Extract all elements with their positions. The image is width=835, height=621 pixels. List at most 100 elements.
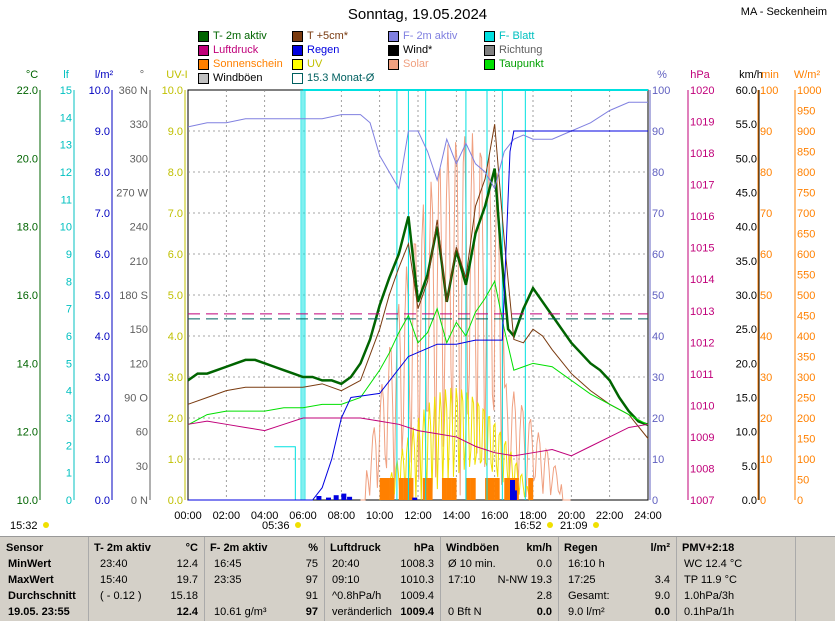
- axis-tick-label: 6.0: [95, 249, 110, 261]
- sunshine-bar: [446, 478, 452, 500]
- axis-tick-label: 1017: [690, 180, 714, 192]
- table-cell: 3.4: [654, 574, 670, 586]
- table-cell: 0.0: [654, 606, 670, 618]
- axis-tick-label: 250: [797, 393, 815, 405]
- sunshine-bar: [384, 478, 390, 500]
- table-header: Sensor: [6, 542, 44, 554]
- axis-tick-label: 30: [760, 372, 772, 384]
- legend-swatch: [484, 44, 495, 56]
- axis-tick-label: 150: [130, 324, 148, 336]
- x-tick-label: 10:00: [366, 510, 394, 522]
- legend-item: UV: [292, 58, 322, 70]
- sunshine-bar: [489, 478, 495, 500]
- axis-tick-label: 80: [652, 167, 664, 179]
- axis-tick-label: 11: [61, 194, 72, 206]
- rain-bar: [341, 493, 347, 500]
- table-cell: 15:40: [100, 574, 128, 586]
- table-cell: 97: [305, 606, 318, 618]
- legend-swatch: [198, 30, 209, 42]
- legend-item: 15.3 Monat-Ø: [292, 72, 374, 84]
- legend-label: Taupunkt: [499, 58, 544, 70]
- legend-item: T +5cm*: [292, 30, 348, 42]
- x-tick-label: 06:00: [289, 510, 317, 522]
- table-header-unit: °C: [185, 542, 198, 554]
- legend-label: T- 2m aktiv: [213, 30, 267, 42]
- sun-icon: [547, 522, 553, 528]
- series-line: [187, 101, 648, 190]
- table-header-unit: hPa: [413, 542, 434, 554]
- axis-tick-label: 4.0: [168, 331, 183, 343]
- legend-item: Regen: [292, 44, 339, 56]
- table-column: [324, 537, 441, 621]
- legend-item: Windböen: [198, 72, 263, 84]
- sunshine-bar: [470, 478, 476, 500]
- axis-tick-label: 6: [66, 331, 72, 343]
- axis-tick-label: 120: [130, 358, 148, 370]
- axis-tick-label: 200: [797, 413, 815, 425]
- table-cell: WC 12.4 °C: [684, 558, 743, 570]
- legend-swatch: [292, 72, 303, 84]
- legend-label: Solar: [403, 58, 429, 70]
- axis-tick-label: 750: [797, 188, 815, 200]
- axis-tick-label: 10.0: [162, 85, 183, 97]
- axis-tick-label: 5.0: [95, 290, 110, 302]
- axis-tick-label: 60.0: [736, 85, 757, 97]
- axis-tick-label: 3.0: [168, 372, 183, 384]
- axis-tick-label: 400: [797, 331, 815, 343]
- table-cell: 15.18: [170, 590, 198, 602]
- axis-tick-label: 180 S: [119, 290, 148, 302]
- legend-label: Regen: [307, 44, 340, 56]
- legend-label: UV: [307, 58, 323, 70]
- legend-label: F- 2m aktiv: [403, 30, 458, 42]
- table-cell: 1008.3: [400, 558, 434, 570]
- rain-bar: [511, 490, 517, 500]
- axis-tick-label: 1009: [690, 432, 714, 444]
- axis-tick-label: 500: [797, 290, 815, 302]
- table-cell: 10.61 g/m³: [214, 606, 267, 618]
- table-column: [88, 537, 205, 621]
- axis-tick-label: 16.0: [17, 290, 38, 302]
- legend-swatch: [292, 30, 303, 42]
- legend-item: Solar: [388, 58, 429, 70]
- sunshine-bar: [465, 478, 471, 500]
- table-cell: Ø 10 min.: [448, 558, 496, 570]
- row-label: MinWert: [8, 558, 52, 570]
- axis-tick-label: 8: [66, 276, 72, 288]
- sun-icon: [43, 522, 49, 528]
- legend-item: Taupunkt: [484, 58, 544, 70]
- series-line: [187, 279, 649, 426]
- axis-tick-label: 50: [652, 290, 664, 302]
- table-cell: Gesamt:: [568, 590, 610, 602]
- sun-icon: [593, 522, 599, 528]
- axis-unit-label: UV-I: [166, 69, 187, 81]
- legend-label: F- Blatt: [499, 30, 535, 42]
- legend-item: Sonnenschein: [198, 58, 283, 70]
- axis-tick-label: 2: [66, 440, 72, 452]
- table-cell: 75: [305, 558, 318, 570]
- table-cell: 2.8: [536, 590, 552, 602]
- rain-bar: [347, 496, 353, 500]
- x-tick-label: 00:00: [174, 510, 202, 522]
- legend-item: F- 2m aktiv: [388, 30, 457, 42]
- table-cell: 97: [305, 574, 318, 586]
- axis-tick-label: 50: [797, 475, 809, 487]
- axis-tick-label: 150: [797, 434, 815, 446]
- table-header-unit: km/h: [526, 542, 552, 554]
- axis-tick-label: 300: [797, 372, 815, 384]
- axis-tick-label: 1016: [690, 211, 714, 223]
- axis-tick-label: 10: [60, 222, 72, 234]
- x-tick-label: 16:00: [481, 510, 509, 522]
- x-tick-label: 14:00: [443, 510, 471, 522]
- axis-tick-label: 700: [797, 208, 815, 220]
- axis-tick-label: 12: [60, 167, 72, 179]
- series-line: [187, 124, 649, 439]
- axis-tick-label: 2.0: [168, 413, 183, 425]
- table-cell: 16:45: [214, 558, 242, 570]
- axis-tick-label: 270 W: [116, 188, 148, 200]
- axis-tick-label: 10.0: [17, 495, 38, 507]
- axis-unit-label: %: [657, 69, 667, 81]
- legend-swatch: [388, 30, 399, 42]
- sunshine-bar: [389, 478, 395, 500]
- axis-tick-label: 9.0: [168, 126, 183, 138]
- axis-tick-label: 1011: [690, 369, 714, 381]
